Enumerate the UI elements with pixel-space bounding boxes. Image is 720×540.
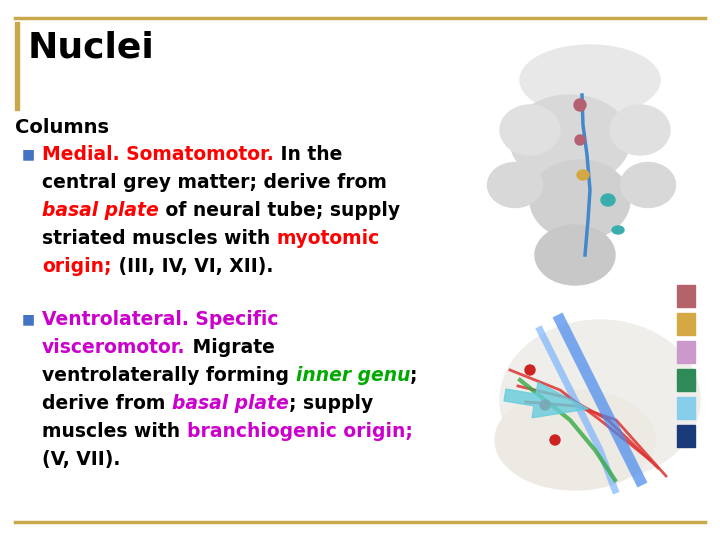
Text: of neural tube; supply: of neural tube; supply [158,201,400,220]
Text: ; supply: ; supply [289,394,373,413]
Text: Columns: Columns [15,118,109,137]
Ellipse shape [540,400,550,410]
Text: visceromotor.: visceromotor. [42,338,186,357]
Bar [677,341,695,363]
Ellipse shape [577,170,589,180]
Ellipse shape [550,435,560,445]
Ellipse shape [610,105,670,155]
Text: Migrate: Migrate [186,338,274,357]
Text: ■: ■ [22,312,35,326]
Ellipse shape [575,135,585,145]
Ellipse shape [500,105,560,155]
Text: central grey matter; derive from: central grey matter; derive from [42,173,387,192]
Bar [15,22,19,110]
Text: basal plate: basal plate [42,201,158,220]
Bar [677,313,695,335]
Text: myotomic: myotomic [276,229,380,248]
Ellipse shape [487,163,542,207]
Text: (III, IV, VI, XII).: (III, IV, VI, XII). [112,257,273,276]
Bar [677,397,695,419]
Text: basal plate: basal plate [172,394,289,413]
Bar [677,285,695,307]
Ellipse shape [601,194,615,206]
Ellipse shape [500,320,700,480]
Ellipse shape [495,390,655,490]
Text: In the: In the [274,145,342,164]
Ellipse shape [520,45,660,115]
Text: derive from: derive from [42,394,172,413]
Text: ventrolaterally forming: ventrolaterally forming [42,366,295,385]
Text: origin;: origin; [42,257,112,276]
Text: inner genu: inner genu [295,366,410,385]
Text: (V, VII).: (V, VII). [42,450,120,469]
Text: ■: ■ [22,147,35,161]
Ellipse shape [621,163,675,207]
Text: striated muscles with: striated muscles with [42,229,276,248]
Text: branchiogenic origin;: branchiogenic origin; [186,422,413,441]
Ellipse shape [535,225,615,285]
Text: ;: ; [410,366,418,385]
Ellipse shape [530,160,630,240]
Ellipse shape [574,99,586,111]
Text: Ventrolateral. Specific: Ventrolateral. Specific [42,310,279,329]
Text: Nuclei: Nuclei [28,30,155,64]
Text: Medial. Somatomotor.: Medial. Somatomotor. [42,145,274,164]
FancyArrow shape [504,382,588,418]
Ellipse shape [510,95,630,185]
Ellipse shape [525,365,535,375]
Bar [677,425,695,447]
Bar [677,369,695,391]
Text: muscles with: muscles with [42,422,186,441]
Ellipse shape [612,226,624,234]
